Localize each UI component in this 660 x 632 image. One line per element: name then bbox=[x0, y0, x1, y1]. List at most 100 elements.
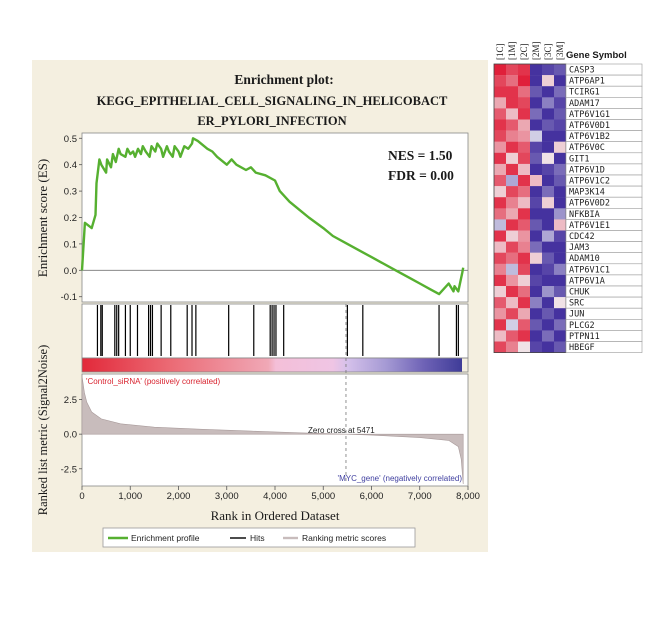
heatmap-cell bbox=[494, 241, 506, 253]
heatmap-cell bbox=[494, 308, 506, 320]
x-tick-label: 8,000 bbox=[456, 491, 480, 502]
heatmap-cell bbox=[506, 319, 518, 331]
heatmap-cell bbox=[542, 130, 554, 142]
heatmap-cell bbox=[518, 274, 530, 287]
heatmap-cell bbox=[506, 341, 518, 353]
heatmap-cell bbox=[530, 263, 542, 276]
x-axis-label: Rank in Ordered Dataset bbox=[211, 508, 340, 523]
heatmap-cell bbox=[494, 230, 506, 242]
heatmap-cell bbox=[518, 130, 530, 142]
leading-edge-heatmap bbox=[493, 63, 567, 354]
heatmap-cell bbox=[554, 175, 566, 187]
heatmap-cell bbox=[494, 175, 506, 187]
heatmap-cell bbox=[530, 64, 542, 76]
ranked-metric-area bbox=[81, 375, 464, 485]
heatmap-cell bbox=[518, 175, 530, 187]
x-tick-label: 7,000 bbox=[408, 491, 432, 502]
metric-y-tick-label: 2.5 bbox=[64, 395, 77, 406]
heatmap-gene-label: MAP3K14 bbox=[569, 188, 605, 198]
heatmap-cell bbox=[554, 75, 566, 87]
es-y-tick-label: 0.4 bbox=[64, 160, 77, 171]
heatmap-cell bbox=[518, 230, 530, 242]
heatmap-cell bbox=[506, 130, 518, 142]
heatmap-cell bbox=[530, 297, 542, 309]
heatmap-cell bbox=[542, 163, 554, 176]
heatmap-cell bbox=[554, 252, 566, 264]
heatmap-cell bbox=[542, 241, 554, 253]
heatmap-cell bbox=[518, 263, 530, 276]
heatmap-cell bbox=[518, 97, 530, 109]
heatmap-cell bbox=[494, 197, 506, 209]
heatmap-gene-label: ATP6V1A bbox=[569, 276, 605, 286]
heatmap-gene-label: JUN bbox=[569, 310, 584, 320]
heatmap-cell bbox=[530, 330, 542, 342]
metric-axis: 2.5 0.0 -2.5 0 1,000 2,000 3,000 4,000 5,000 6,00… bbox=[61, 395, 480, 502]
es-y-tick-label: 0.1 bbox=[64, 239, 77, 250]
heatmap-gene-label: ATP6V0C bbox=[569, 143, 605, 153]
heatmap-cell bbox=[554, 163, 566, 176]
heatmap-cell bbox=[518, 141, 530, 153]
heatmap-cell bbox=[530, 208, 542, 220]
heatmap-cell bbox=[518, 75, 530, 87]
heatmap-cell bbox=[530, 230, 542, 242]
heatmap-gene-label: ATP6V1G1 bbox=[569, 110, 610, 120]
heatmap-cell bbox=[518, 319, 530, 331]
heatmap-cell bbox=[506, 286, 518, 298]
heatmap-cell bbox=[542, 197, 554, 209]
heatmap-gene-label: GIT1 bbox=[569, 154, 589, 164]
heatmap-cell bbox=[542, 274, 554, 287]
heatmap-gene-label: ATP6V1B2 bbox=[569, 132, 610, 142]
heatmap-gene-label: ATP6V1C1 bbox=[569, 265, 610, 275]
heatmap-cell bbox=[506, 75, 518, 87]
heatmap-gene-label: ATP6V1C2 bbox=[569, 177, 610, 187]
x-tick-label: 1,000 bbox=[118, 491, 142, 502]
heatmap-gene-label: ADAM17 bbox=[569, 99, 600, 109]
heatmap-row-labels: CASP3ATP6AP1TCIRG1ADAM17ATP6V1G1ATP6V0D1… bbox=[565, 63, 643, 353]
heatmap-cell bbox=[554, 230, 566, 242]
heatmap-cell bbox=[542, 108, 554, 120]
heatmap-cell bbox=[530, 97, 542, 109]
heatmap-cell bbox=[530, 341, 542, 353]
heatmap-cell bbox=[494, 108, 506, 120]
nes-value: NES = 1.50 bbox=[388, 148, 453, 163]
es-y-tick-label: 0.2 bbox=[64, 213, 77, 224]
heatmap-cell bbox=[506, 252, 518, 264]
heatmap-cell bbox=[494, 208, 506, 220]
heatmap-gene-label: SRC bbox=[569, 299, 584, 309]
heatmap-cell bbox=[554, 186, 566, 198]
es-axis: 0.5 0.4 0.3 0.2 0.1 0.0 -0.1 bbox=[61, 134, 82, 303]
heatmap-cell bbox=[542, 341, 554, 353]
heatmap-gene-label: PLCG2 bbox=[569, 321, 595, 331]
es-y-tick-label: 0.3 bbox=[64, 187, 77, 198]
heatmap-cell bbox=[554, 274, 566, 287]
heatmap-cell bbox=[530, 86, 542, 98]
heatmap-row-box bbox=[565, 341, 643, 353]
heatmap-cell bbox=[530, 241, 542, 253]
heatmap-cell bbox=[530, 274, 542, 287]
heatmap-gene-label: ATP6V0D1 bbox=[569, 121, 610, 131]
heatmap-cell bbox=[518, 108, 530, 120]
heatmap-cell bbox=[494, 130, 506, 142]
rank-gradient-frame bbox=[81, 357, 469, 373]
heatmap-cell bbox=[518, 330, 530, 342]
heatmap-cell bbox=[542, 75, 554, 87]
heatmap-row-header: Gene Symbol bbox=[566, 50, 627, 61]
heatmap-cell bbox=[542, 319, 554, 331]
heatmap-cell bbox=[506, 119, 518, 131]
heatmap-cell bbox=[542, 186, 554, 198]
negative-correlation-label: 'MYC_gene' (negatively correlated) bbox=[338, 474, 463, 483]
hit-lines bbox=[96, 305, 459, 356]
heatmap-cell bbox=[506, 197, 518, 209]
heatmap-cell bbox=[542, 286, 554, 298]
positive-correlation-label: 'Control_siRNA' (positively correlated) bbox=[86, 377, 221, 386]
heatmap-gene-label: JAM3 bbox=[569, 243, 589, 253]
heatmap-cell bbox=[554, 263, 566, 276]
heatmap-cell bbox=[554, 97, 566, 109]
heatmap-cell bbox=[506, 86, 518, 98]
heatmap-cell bbox=[542, 263, 554, 276]
heatmap-cell bbox=[554, 197, 566, 209]
heatmap-cell bbox=[506, 64, 518, 76]
heatmap-gene-label: HBEGF bbox=[569, 343, 595, 353]
heatmap-cell bbox=[542, 97, 554, 109]
heatmap-cell bbox=[494, 286, 506, 298]
